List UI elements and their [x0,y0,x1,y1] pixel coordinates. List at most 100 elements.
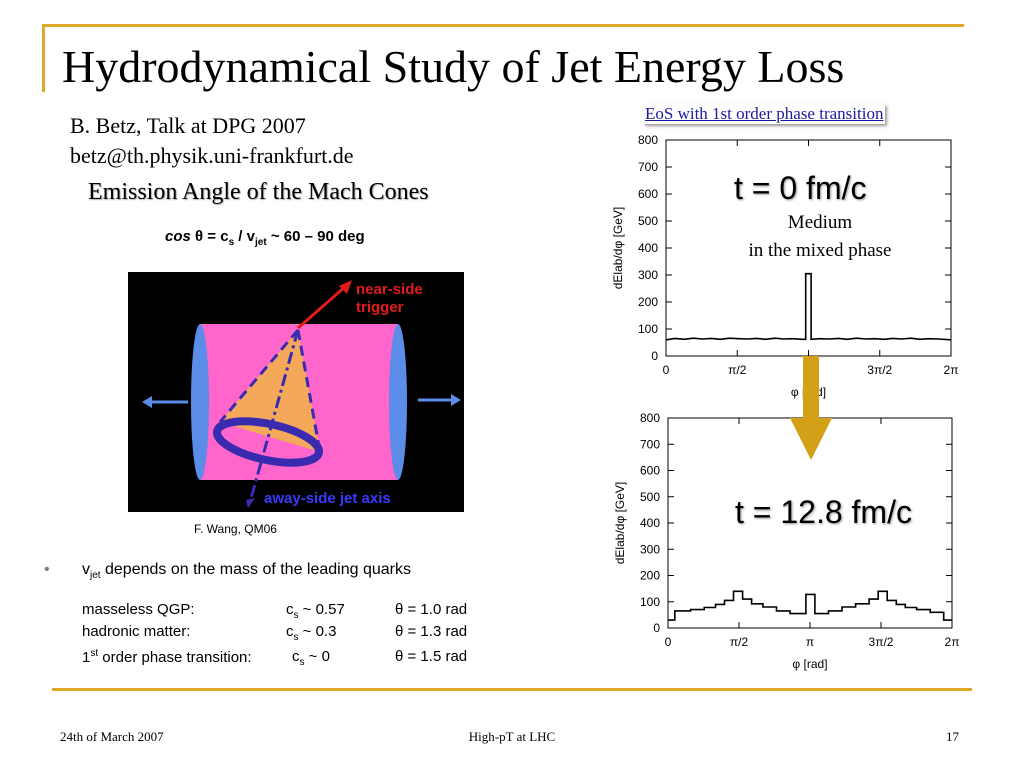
x-tick-label: 0 [663,363,670,377]
y-tick-label: 800 [638,133,658,147]
near-side-trigger-arrow [297,284,347,330]
y-tick-label: 300 [640,542,660,556]
series-line [668,590,952,621]
bottom-rule [52,688,972,691]
figure-credit: F. Wang, QM06 [194,522,277,536]
time-evolution-arrow [790,356,832,460]
y-tick-label: 0 [651,349,658,363]
cylinder-left-cap [191,324,209,480]
mach-cone-svg: near-side trigger away-side jet axis [142,280,461,508]
jet-axis-arrowhead [246,498,255,508]
x-tick-label: π [806,635,814,649]
formula-theta: θ = c [195,228,229,245]
x-tick-label: π/2 [728,363,747,377]
x-tick-label: 3π/2 [869,635,894,649]
cs-sub: s [299,657,305,668]
formula-s: s [228,237,235,248]
cone-edge-right [296,329,322,453]
away-side-label: away-side jet axis [264,490,391,507]
arrow-shaft [803,356,819,422]
bullet-body: depends on the mass of the leading quark… [100,561,411,578]
y-tick-label: 200 [640,569,660,583]
mixed-phase-label: in the mixed phase [748,240,892,261]
x-tick-label: 0 [665,635,672,649]
y-tick-label: 500 [638,214,658,228]
author-block: B. Betz, Talk at DPG 2007 betz@th.physik… [70,111,354,171]
quark-row-label: masseless QGP: [82,601,195,618]
y-tick-label: 0 [653,621,660,635]
y-axis-label: dElab/dφ [GeV] [613,482,627,565]
eos-label: EoS with 1st order phase transition [643,104,886,124]
quark-row-label: 1st order phase transition: [82,648,252,666]
right-flow-arrowhead [451,394,461,406]
y-axis-label: dElab/dφ [GeV] [611,207,625,290]
t128-label: t = 12.8 fm/c [735,494,912,530]
label-rest: order phase transition: [98,649,252,666]
y-tick-label: 400 [638,241,658,255]
author-email: betz@th.physik.uni-frankfurt.de [70,143,354,168]
slide-title: Hydrodynamical Study of Jet Energy Loss [62,41,845,92]
y-tick-label: 600 [640,464,660,478]
quark-row-cs: cs ~ 0.3 [286,623,336,643]
t0-label: t = 0 fm/c [734,170,867,206]
x-tick-label: 3π/2 [867,363,892,377]
cylinder-right-cap [389,324,407,480]
away-side-jet-axis-line [248,329,300,503]
bullet-v: v [82,561,90,578]
footer-date: 24th of March 2007 [60,729,164,744]
arrow-head [790,418,832,460]
section-heading: Emission Angle of the Mach Cones [88,179,429,205]
mach-cone-diagram: near-side trigger away-side jet axis [128,272,464,512]
y-tick-label: 500 [640,490,660,504]
cs-sub: s [293,632,299,643]
quark-row-theta: θ = 1.0 rad [395,601,468,618]
near-side-label: near-side [356,281,423,298]
cs-c: c [292,648,300,665]
quark-row-cs: cs ~ 0 [292,648,330,668]
trigger-arrowhead [339,280,352,294]
y-tick-label: 300 [638,268,658,282]
quark-row-label: hadronic matter: [82,623,191,640]
bullet-marker: • [44,561,50,578]
y-tick-label: 700 [640,437,660,451]
y-tick-label: 200 [638,295,658,309]
formula: cos θ = cs / vjet ~ 60 – 90 deg [165,228,365,248]
series-line [665,272,952,341]
trigger-label: trigger [356,299,404,316]
cs-c: c [286,623,294,640]
label-sup: st [90,648,99,659]
top-rule [42,24,964,27]
y-tick-label: 800 [640,411,660,425]
x-tick-label: 2π [944,363,959,377]
y-tick-label: 100 [640,595,660,609]
quark-row-theta: θ = 1.3 rad [395,623,468,640]
x-tick-label: 2π [945,635,960,649]
quark-row-theta: θ = 1.5 rad [395,648,468,665]
quark-row-cs: cs ~ 0.57 [286,601,345,621]
cs-value: ~ 0.3 [298,623,337,640]
formula-rest: ~ 60 – 90 deg [266,228,365,245]
medium-label: Medium [787,212,853,233]
y-tick-label: 400 [640,516,660,530]
formula-cos: cos [165,228,191,245]
x-tick-label: π/2 [730,635,749,649]
author-line: B. Betz, Talk at DPG 2007 [70,113,306,138]
left-rule [42,24,45,92]
chart-bottom-svg: 0 100 200 300 400 500 600 700 800 0 π/2 π 3π/2 2π φ [r… [613,411,960,671]
y-tick-label: 700 [638,160,658,174]
page-number: 17 [946,729,959,744]
y-tick-label: 600 [638,187,658,201]
bullet-jet: jet [90,570,101,582]
x-axis-label: φ [rad] [792,657,827,671]
formula-slash: / v [234,228,255,245]
left-flow-arrowhead [142,396,152,408]
chart-bottom: 0 100 200 300 400 500 600 700 800 0 π/2 π 3π/2 2π φ [r… [580,408,980,678]
cs-c: c [286,601,294,618]
cs-sub: s [293,610,299,621]
footer-title: High-pT at LHC [468,729,556,744]
formula-jet: jet [255,237,267,248]
label-num: 1 [82,649,91,666]
mach-cone-ring [212,417,324,467]
cs-value: ~ 0.57 [298,601,345,618]
bullet-text: vjet depends on the mass of the leading … [82,561,411,581]
